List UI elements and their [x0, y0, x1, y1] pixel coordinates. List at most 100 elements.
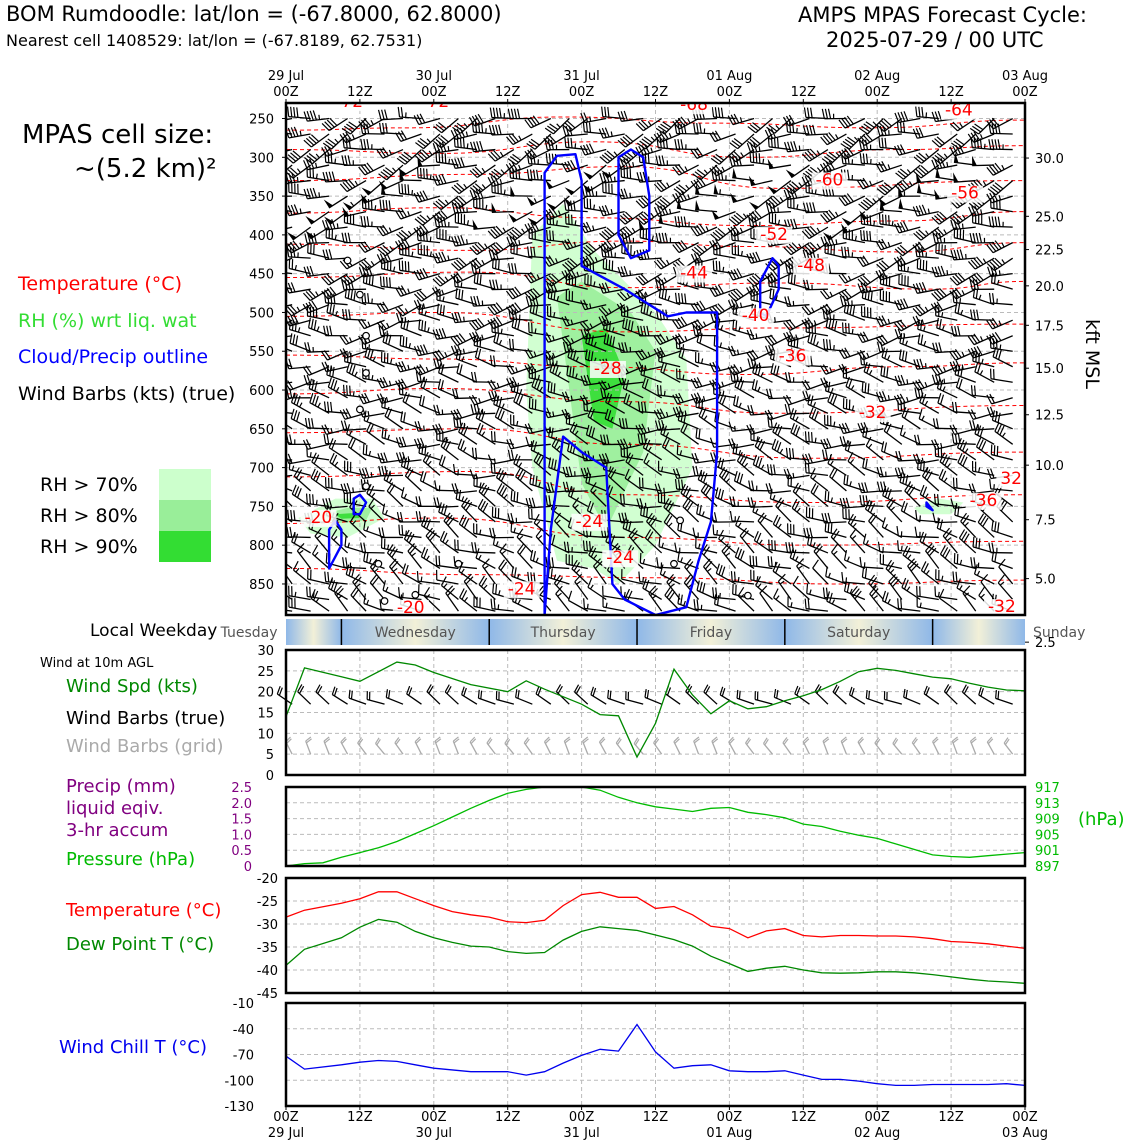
wind-barb — [913, 149, 940, 164]
wind-barb — [784, 403, 810, 415]
barb-staff — [880, 283, 902, 290]
wind-barb — [653, 180, 681, 193]
barb-full — [934, 215, 943, 223]
barb-half — [961, 214, 966, 220]
barb-staff — [732, 164, 755, 167]
temperature-isoline — [286, 271, 1025, 290]
barb-full — [656, 132, 664, 142]
barb-half — [613, 242, 617, 248]
wind-barb — [344, 351, 367, 368]
barb-full — [382, 122, 385, 134]
barb-half — [462, 348, 465, 354]
barb-staff — [938, 211, 958, 225]
wind-barb — [936, 317, 958, 337]
barb-full — [915, 168, 924, 177]
wind-barb — [672, 190, 699, 204]
barb-half — [334, 138, 339, 144]
barb-full — [472, 185, 481, 193]
wind-barb — [783, 242, 810, 256]
barb-full — [858, 203, 867, 211]
barb-full — [399, 335, 402, 346]
barb-full — [674, 138, 678, 150]
barb-full — [973, 385, 977, 396]
barb-half — [736, 349, 740, 355]
barb-staff — [436, 179, 459, 186]
barb-full — [790, 218, 795, 229]
wind-barb — [451, 257, 478, 272]
barb-full — [878, 213, 881, 224]
barb-full — [401, 436, 407, 447]
barb-full — [474, 114, 481, 125]
barb-half — [408, 343, 411, 349]
barb-full — [363, 123, 367, 134]
barb-half — [669, 208, 672, 214]
barb-full — [864, 382, 867, 393]
barb-half — [921, 415, 925, 421]
barb-half — [463, 123, 468, 128]
barb-full — [291, 320, 294, 331]
barb-staff — [286, 397, 293, 401]
barb-half — [687, 194, 690, 200]
barb-full — [404, 184, 407, 195]
barb-full — [845, 322, 847, 334]
wind-barb — [468, 113, 496, 127]
barb-full — [730, 230, 733, 241]
wind-barb — [989, 197, 1013, 213]
barb-staff — [732, 443, 755, 450]
barb-full — [881, 161, 888, 171]
barb-full — [324, 152, 327, 163]
barb-full — [662, 130, 669, 140]
barb-full — [865, 132, 873, 142]
barb-staff — [286, 164, 293, 171]
barb-half — [872, 198, 877, 203]
barb-full — [622, 213, 631, 222]
barb-staff — [458, 431, 478, 445]
barb-full — [549, 214, 552, 225]
barb-full — [323, 292, 327, 303]
barb-staff — [386, 164, 404, 181]
barb-full — [770, 128, 777, 138]
barb-half — [429, 251, 432, 257]
barb-half — [502, 227, 507, 233]
wind-barb — [507, 449, 533, 461]
barb-full — [276, 409, 280, 418]
barb-half — [959, 122, 964, 128]
wind-barb — [473, 272, 496, 290]
barb-full — [276, 328, 280, 337]
barb-half — [851, 405, 855, 411]
barb-full — [677, 216, 681, 227]
barb-full — [510, 108, 515, 119]
wind-barb — [989, 368, 1013, 383]
wind-barb — [599, 172, 625, 184]
barb-staff — [713, 179, 736, 182]
barb-full — [564, 137, 567, 148]
barb-half — [281, 244, 284, 248]
barb-half — [774, 317, 776, 323]
barb-full — [752, 142, 758, 152]
barb-half — [999, 344, 1002, 350]
barb-staff — [992, 242, 1013, 254]
wind-barb — [341, 118, 367, 135]
barb-full — [395, 210, 402, 220]
barb-full — [952, 145, 959, 156]
barb-full — [279, 411, 283, 420]
barb-staff — [494, 148, 515, 162]
wind-barb — [432, 251, 459, 264]
barb-full — [635, 123, 644, 132]
wind-barb — [894, 144, 921, 156]
barb-full — [293, 410, 298, 421]
barb-staff — [328, 117, 348, 132]
barb-flag — [934, 189, 941, 200]
wind-barb — [949, 143, 976, 157]
barb-full — [453, 136, 456, 147]
barb-full — [456, 122, 466, 130]
barb-staff — [658, 147, 681, 151]
barb-staff — [286, 440, 293, 445]
barb-full — [655, 232, 659, 243]
wind-10m-label: Wind at 10m AGL — [40, 656, 154, 671]
wind-barb — [507, 108, 533, 120]
wind-barb — [492, 257, 515, 275]
barb-full — [508, 134, 517, 144]
barb-full — [920, 334, 924, 345]
barb-full — [865, 427, 868, 438]
